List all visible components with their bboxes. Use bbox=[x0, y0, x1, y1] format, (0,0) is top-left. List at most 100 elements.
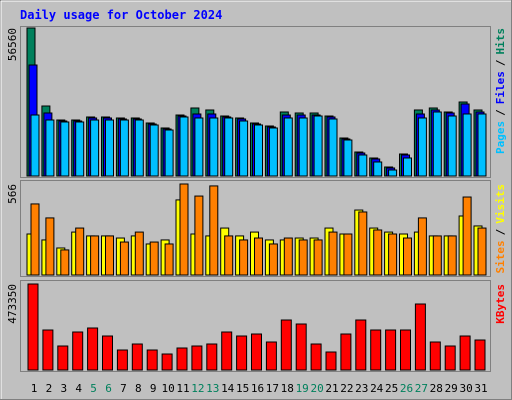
x-tick-label: 28 bbox=[430, 382, 443, 395]
x-tick-label: 18 bbox=[281, 382, 294, 395]
y-tick-label: 56560 bbox=[6, 28, 19, 61]
bar bbox=[176, 347, 188, 371]
bar bbox=[298, 117, 308, 177]
bar bbox=[149, 241, 159, 276]
x-tick-label: 6 bbox=[105, 382, 112, 395]
bar bbox=[268, 243, 278, 276]
legend-separator: / bbox=[494, 109, 507, 116]
x-tick-label: 23 bbox=[355, 382, 368, 395]
bar bbox=[340, 333, 352, 371]
bar bbox=[75, 227, 85, 276]
x-tick-label: 15 bbox=[236, 382, 249, 395]
bar bbox=[414, 303, 426, 371]
bar bbox=[27, 283, 39, 371]
x-tick-label: 4 bbox=[75, 382, 82, 395]
bar bbox=[403, 237, 412, 276]
bar bbox=[191, 345, 203, 371]
bar bbox=[119, 241, 129, 276]
bar bbox=[280, 319, 292, 371]
x-tick-label: 10 bbox=[161, 382, 174, 395]
legend-entry: Hits bbox=[494, 28, 507, 55]
bar bbox=[325, 351, 337, 371]
bar bbox=[161, 353, 173, 371]
x-tick-label: 12 bbox=[191, 382, 204, 395]
legend-separator: / bbox=[494, 59, 507, 66]
bar bbox=[343, 139, 353, 177]
y-tick-label: 473350 bbox=[6, 284, 19, 324]
bar bbox=[116, 349, 128, 371]
bar bbox=[42, 329, 54, 371]
bar bbox=[400, 329, 411, 371]
x-tick-label: 17 bbox=[266, 382, 279, 395]
chart-title: Daily usage for October 2024 bbox=[20, 8, 222, 22]
bar bbox=[239, 239, 249, 276]
x-tick-label: 8 bbox=[135, 382, 142, 395]
bar bbox=[417, 117, 427, 177]
x-tick-label: 25 bbox=[385, 382, 398, 395]
bar bbox=[328, 231, 338, 276]
x-tick-label: 9 bbox=[150, 382, 157, 395]
bar bbox=[206, 343, 218, 371]
bar bbox=[105, 235, 114, 276]
x-tick-label: 24 bbox=[370, 382, 384, 395]
bar bbox=[298, 239, 308, 276]
legend-entry: Files bbox=[494, 71, 507, 104]
bar bbox=[358, 154, 368, 177]
bar bbox=[268, 127, 278, 177]
bar bbox=[417, 217, 427, 276]
legend-entry: Pages bbox=[494, 121, 507, 154]
bar bbox=[119, 119, 129, 177]
bar bbox=[283, 237, 293, 276]
bar bbox=[60, 121, 70, 177]
x-tick-label: 20 bbox=[310, 382, 323, 395]
bar bbox=[224, 235, 234, 276]
bar bbox=[209, 185, 219, 276]
bar bbox=[254, 237, 263, 276]
x-tick-label: 27 bbox=[415, 382, 428, 395]
bar bbox=[328, 118, 338, 177]
bar bbox=[295, 323, 307, 371]
bar bbox=[87, 327, 99, 371]
x-tick-label: 30 bbox=[459, 382, 472, 395]
bar bbox=[239, 120, 249, 177]
bar bbox=[90, 119, 100, 177]
bar bbox=[254, 124, 263, 177]
bar bbox=[236, 335, 248, 371]
bar bbox=[194, 195, 204, 276]
bar bbox=[30, 114, 40, 177]
legend: KBytes bbox=[494, 284, 507, 324]
bar bbox=[134, 119, 144, 177]
bar bbox=[45, 217, 55, 276]
bar bbox=[221, 331, 233, 371]
bar bbox=[179, 116, 189, 177]
x-tick-label: 21 bbox=[325, 382, 338, 395]
x-tick-label: 2 bbox=[46, 382, 53, 395]
x-tick-label: 26 bbox=[400, 382, 413, 395]
bar bbox=[164, 129, 174, 177]
bar bbox=[373, 161, 383, 177]
bar bbox=[179, 183, 189, 276]
legend-entry: KBytes bbox=[494, 284, 507, 324]
bar bbox=[105, 119, 114, 177]
x-tick-label: 1 bbox=[31, 382, 38, 395]
bar bbox=[90, 235, 100, 276]
bar bbox=[310, 343, 322, 371]
bar bbox=[164, 243, 174, 276]
y-tick-label: 566 bbox=[6, 184, 19, 204]
bar bbox=[474, 339, 486, 371]
bar bbox=[72, 331, 84, 371]
bar bbox=[403, 157, 412, 177]
bar bbox=[251, 333, 262, 371]
bar bbox=[432, 111, 442, 177]
bar bbox=[265, 341, 277, 371]
bar bbox=[343, 233, 353, 276]
legend-entry: Visits bbox=[494, 184, 507, 224]
bar bbox=[388, 169, 398, 177]
bar bbox=[459, 335, 471, 371]
bar bbox=[313, 239, 323, 276]
bar bbox=[194, 117, 204, 177]
bar bbox=[358, 211, 368, 276]
x-tick-label: 31 bbox=[474, 382, 487, 395]
bar bbox=[209, 117, 219, 177]
